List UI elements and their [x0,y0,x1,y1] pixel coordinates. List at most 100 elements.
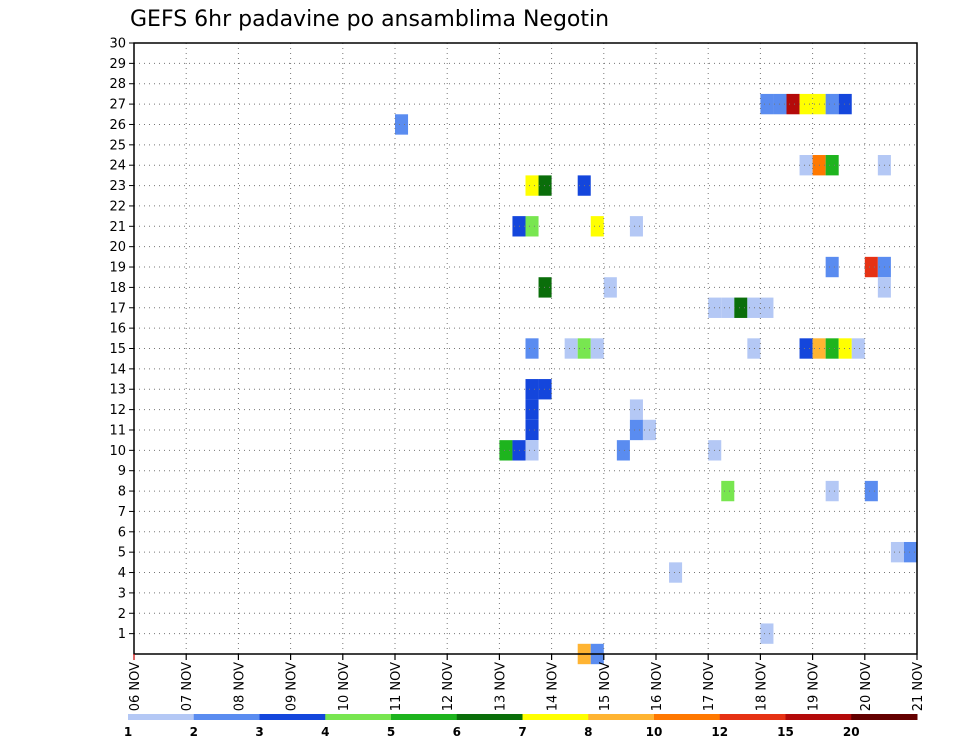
heatmap-cell [786,93,800,115]
heatmap-cell [890,541,904,563]
heatmap-cell [512,440,526,461]
x-tick-label: 12 NOV [441,662,456,711]
x-tick-label: 14 NOV [546,662,561,711]
y-tick-label: 3 [118,586,126,601]
colorbar-label: 8 [584,725,592,739]
heatmap-cell [499,440,513,461]
colorbar-label: 5 [387,725,395,739]
colorbar-label: 12 [711,725,728,739]
heatmap-cell [760,297,774,318]
x-tick-label: 13 NOV [493,662,508,711]
colorbar-swatch [456,714,523,720]
heatmap-cell [825,480,839,502]
colorbar-swatch [588,714,655,720]
heatmap-cell [525,399,539,420]
y-tick-label: 2 [118,607,126,622]
y-tick-label: 8 [118,485,126,500]
heatmap-cell [538,175,552,196]
colorbar-label: 15 [777,725,794,739]
colorbar-swatch [391,714,458,720]
heatmap-cell [851,338,865,359]
heatmap-cell [825,256,839,278]
colorbar-swatch [259,714,326,720]
x-tick-label: 18 NOV [754,662,769,711]
heatmap-cell [525,216,539,237]
heatmap-cell [538,379,552,400]
y-tick-label: 22 [109,199,126,214]
colorbar-swatch [785,714,852,720]
y-tick-label: 20 [109,240,126,255]
x-tick-label: 07 NOV [180,662,195,711]
colorbar-swatch [851,714,918,720]
heatmap-cell [734,297,748,318]
y-tick-label: 24 [109,159,126,174]
x-tick-label: 11 NOV [389,662,404,711]
colorbar-label: 7 [518,725,526,739]
y-tick-label: 25 [109,138,126,153]
y-tick-label: 4 [118,566,126,581]
colorbar-label: 1 [124,725,132,739]
heatmap-cell [629,419,643,441]
y-tick-label: 21 [109,220,126,235]
colorbar: 1 2 3 4 5 6 7 8 10 12 15 20 [124,714,918,739]
colorbar-swatch [128,714,195,720]
x-tick-label: 10 NOV [337,662,352,711]
heatmap-cell [825,338,839,359]
colorbar-swatch [522,714,589,720]
heatmap-cell [564,338,578,359]
heatmap-cell [590,338,604,359]
y-axis-ticks: 1234567891011121314151617181920212223242… [109,37,134,642]
x-tick-label: 16 NOV [650,662,665,711]
y-tick-label: 26 [109,118,126,133]
colorbar-label: 3 [255,725,263,739]
heatmap-cell [864,480,878,502]
colorbar-label: 20 [843,725,860,739]
y-tick-label: 15 [109,342,126,357]
colorbar-label: 10 [646,725,663,739]
colorbar-label: 4 [321,725,329,739]
heatmap-cell [525,379,539,400]
heatmap-cell [525,175,539,196]
heatmap-cell [747,297,761,318]
heatmap-cell [838,93,852,115]
y-tick-label: 18 [109,281,126,296]
colorbar-swatch [193,714,260,720]
y-tick-label: 1 [118,627,126,642]
x-tick-label: 17 NOV [702,662,717,711]
heatmap-cell [669,562,683,583]
y-tick-label: 27 [109,98,126,113]
x-axis-ticks: 06 NOV 07 NOV 08 NOV 09 NOV 10 NOV 11 NOV 12 N… [128,654,926,711]
heatmap-cell [799,338,813,359]
y-tick-label: 12 [109,403,126,418]
heatmap-cell [525,440,539,461]
y-tick-label: 13 [109,383,126,398]
y-tick-label: 10 [109,444,126,459]
chart-title: GEFS 6hr padavine po ansamblima Negotin [130,7,609,32]
x-tick-label: 19 NOV [807,662,822,711]
x-tick-label: 09 NOV [285,662,300,711]
heatmap-cell [525,338,539,359]
heatmap-cell [903,541,917,563]
x-tick-label: 06 NOV [128,662,143,711]
colorbar-swatch [325,714,392,720]
y-tick-label: 30 [109,37,126,52]
y-tick-label: 19 [109,261,126,276]
x-tick-label: 20 NOV [859,662,874,711]
heatmap-cell [603,277,617,298]
heatmap-cell [721,480,735,502]
y-tick-label: 17 [109,301,126,316]
colorbar-swatch [719,714,786,720]
y-tick-label: 28 [109,77,126,92]
heatmap-cell [799,93,813,115]
heatmap-cell [590,216,604,237]
heatmap-cell [629,399,643,420]
heatmap-cell [616,440,630,461]
heatmap-cell [538,277,552,298]
y-tick-label: 14 [109,362,126,377]
heatmap-cell [525,419,539,441]
y-tick-label: 7 [118,505,126,520]
heatmap-cell [512,216,526,237]
grid-lines [134,42,917,654]
heatmap-cell [747,338,761,359]
